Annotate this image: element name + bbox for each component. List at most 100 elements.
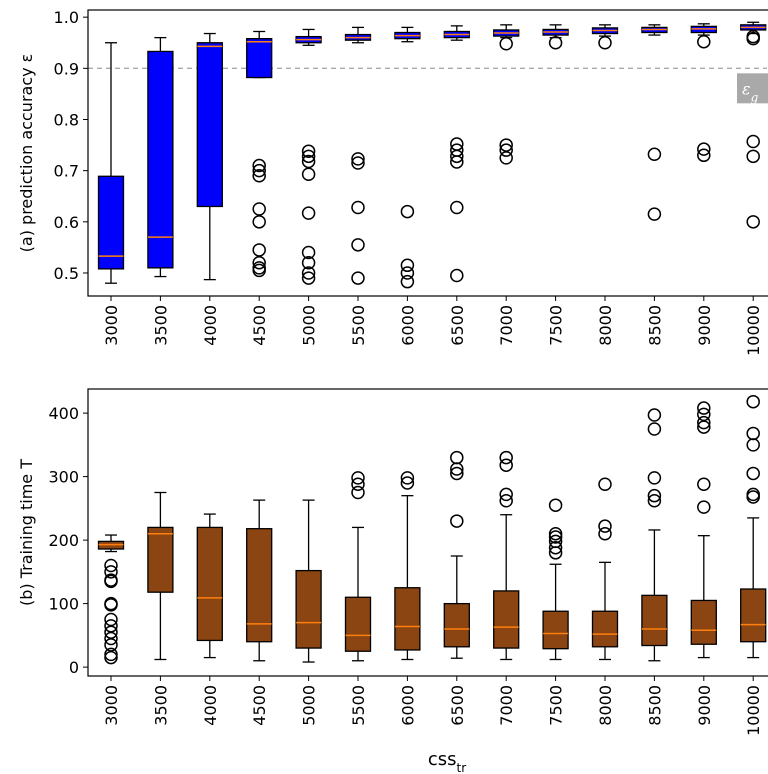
x-tick-label: 3000 [102, 305, 121, 346]
y-tick-label: 0.6 [54, 213, 79, 232]
y-axis-label: (b) Training time T [17, 459, 36, 606]
x-tick-label: 5500 [349, 685, 368, 726]
outlier [746, 134, 760, 149]
x-tick-label: 7500 [547, 305, 566, 346]
x-tick-label: 3500 [151, 685, 170, 726]
outlier [400, 204, 415, 219]
outlier [548, 527, 563, 541]
outlier [351, 156, 365, 170]
box [97, 175, 125, 270]
outlier [252, 215, 266, 229]
y-tick-label: 1.0 [54, 8, 79, 27]
outlier [598, 519, 612, 533]
x-tick-label: 6000 [398, 305, 417, 346]
outlier [450, 268, 464, 283]
threshold-label-box [737, 73, 768, 104]
outlier [400, 258, 415, 273]
outlier [746, 438, 760, 452]
outlier [104, 650, 118, 665]
outlier [598, 527, 612, 541]
box [542, 610, 569, 650]
outlier [598, 477, 612, 491]
outlier [351, 485, 365, 500]
x-tick-label: 7500 [547, 685, 566, 726]
outlier [104, 574, 118, 589]
box [147, 526, 174, 593]
outlier [746, 149, 760, 164]
outlier [450, 462, 464, 476]
x-tick-label: 10000 [744, 305, 763, 356]
outlier [647, 494, 662, 508]
outlier [301, 255, 316, 270]
outlier [104, 558, 118, 573]
x-axis-label: csstr [428, 749, 466, 774]
y-tick-label: 0.5 [54, 264, 79, 283]
box [344, 596, 372, 652]
outlier [351, 238, 365, 252]
outlier [301, 167, 316, 181]
outlier [104, 647, 118, 662]
x-tick-label: 3000 [102, 685, 121, 726]
outlier [647, 422, 662, 436]
outlier [746, 490, 760, 504]
outlier [499, 143, 513, 157]
outlier [450, 200, 464, 215]
y-axis-label: (a) prediction accuracy ε [17, 54, 36, 253]
box [246, 38, 273, 79]
outlier [746, 215, 760, 229]
outlier [400, 471, 415, 485]
x-tick-label: 7000 [497, 685, 516, 726]
outlier [697, 500, 711, 514]
outlier [548, 546, 563, 560]
box [690, 599, 717, 645]
threshold-label-subscript: g [751, 90, 759, 104]
outlier [252, 163, 266, 178]
outlier [598, 35, 612, 50]
outlier [252, 202, 266, 216]
x-tick-label: 7000 [497, 305, 516, 346]
box [196, 526, 223, 642]
x-tick-label: 4500 [250, 305, 269, 346]
outlier [104, 565, 118, 579]
outlier [450, 149, 464, 164]
outlier [499, 37, 513, 51]
outlier [697, 34, 711, 49]
y-tick-label: 400 [48, 404, 79, 423]
x-tick-label: 8000 [596, 685, 615, 726]
x-tick-label: 8500 [645, 305, 664, 346]
x-tick-label: 8500 [645, 685, 664, 726]
outlier [400, 274, 415, 289]
x-tick-label: 4000 [201, 685, 220, 726]
outlier [746, 466, 760, 481]
outlier [697, 401, 711, 415]
outlier [252, 263, 266, 278]
outlier [252, 169, 266, 183]
outlier [499, 487, 513, 502]
outlier [697, 415, 711, 430]
outlier [301, 154, 316, 169]
box [147, 50, 174, 269]
outlier [351, 477, 365, 491]
outlier [746, 426, 760, 441]
x-tick-label: 6500 [448, 305, 467, 346]
box [493, 590, 520, 649]
y-tick-label: 0.7 [54, 162, 79, 181]
outlier [499, 494, 513, 508]
outlier [548, 498, 563, 512]
x-tick-label: 5000 [300, 685, 319, 726]
y-tick-label: 0.8 [54, 110, 79, 129]
x-tick-label: 3500 [151, 305, 170, 346]
outlier [450, 155, 464, 169]
x-tick-label: 5500 [349, 305, 368, 346]
y-tick-label: 0 [69, 658, 79, 677]
box [641, 594, 668, 647]
outlier [499, 458, 513, 472]
box [394, 587, 421, 651]
outlier [647, 471, 662, 485]
axes-frame [87, 388, 768, 677]
y-tick-label: 300 [48, 468, 79, 487]
box [443, 602, 470, 648]
outlier [697, 148, 711, 163]
outlier [499, 138, 513, 152]
